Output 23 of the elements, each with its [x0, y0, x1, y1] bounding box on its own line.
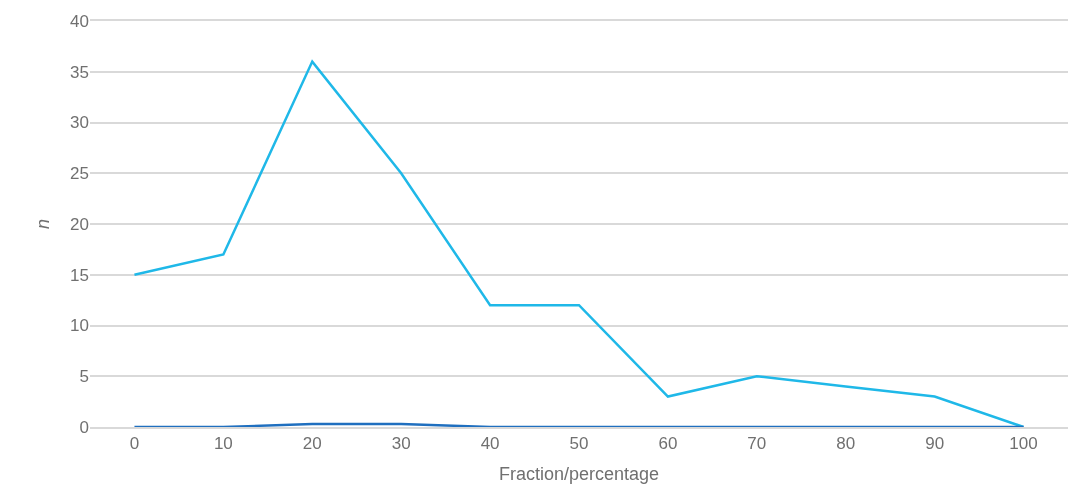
y-tick-label: 30 — [70, 113, 89, 133]
y-tick-label: 5 — [79, 367, 89, 387]
x-tick-label: 100 — [1009, 434, 1038, 454]
x-axis-title: Fraction/percentage — [498, 464, 660, 484]
y-tick-label: 10 — [70, 316, 89, 336]
x-tick-label: 60 — [658, 434, 678, 454]
y-tick-label: 40 — [70, 11, 89, 31]
x-tick-label: 50 — [569, 434, 589, 454]
line-series — [133, 60, 1025, 427]
y-tick-label: 35 — [70, 62, 89, 82]
y-tick-label: 0 — [79, 417, 89, 437]
x-tick-label: 70 — [747, 434, 767, 454]
y-axis-title: n — [33, 218, 54, 230]
x-tick-label: 30 — [391, 434, 411, 454]
x-tick-label: 90 — [925, 434, 945, 454]
x-tick-label: 20 — [302, 434, 322, 454]
x-tick-label: 10 — [213, 434, 233, 454]
y-tick-label: 25 — [70, 164, 89, 184]
y-tick-label: 15 — [70, 265, 89, 285]
x-tick-label: 80 — [836, 434, 856, 454]
x-tick-label: 0 — [129, 434, 140, 454]
y-tick-label: 20 — [70, 214, 89, 234]
x-tick-label: 40 — [480, 434, 500, 454]
